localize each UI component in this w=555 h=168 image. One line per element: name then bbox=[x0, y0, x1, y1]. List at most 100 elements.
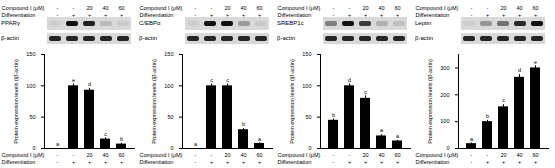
svg-text:+: + bbox=[518, 159, 521, 165]
svg-text:60: 60 bbox=[532, 152, 538, 158]
svg-text:100: 100 bbox=[302, 83, 311, 89]
svg-text:Protein expression levels (/β-: Protein expression levels (/β-actin) bbox=[13, 59, 19, 144]
svg-text:Compound I (μM): Compound I (μM) bbox=[140, 152, 183, 158]
svg-text:-: - bbox=[57, 152, 59, 158]
svg-text:Compound I (μM): Compound I (μM) bbox=[2, 152, 45, 158]
svg-text:-: - bbox=[471, 5, 473, 11]
svg-text:-: - bbox=[73, 152, 75, 158]
svg-text:20: 20 bbox=[500, 152, 506, 158]
svg-text:40: 40 bbox=[240, 152, 246, 158]
svg-text:100: 100 bbox=[164, 83, 173, 89]
svg-text:-: - bbox=[195, 5, 197, 11]
svg-text:c: c bbox=[104, 131, 107, 137]
svg-text:-: - bbox=[349, 152, 351, 158]
svg-text:+: + bbox=[72, 159, 75, 165]
svg-text:Differentiation: Differentiation bbox=[416, 12, 450, 18]
svg-text:20: 20 bbox=[86, 152, 92, 158]
svg-text:Differentiation: Differentiation bbox=[140, 159, 174, 165]
svg-text:-: - bbox=[195, 152, 197, 158]
svg-text:60: 60 bbox=[394, 5, 400, 11]
svg-text:-: - bbox=[471, 159, 473, 165]
svg-text:-: - bbox=[57, 159, 59, 165]
svg-text:40: 40 bbox=[102, 152, 108, 158]
svg-text:c: c bbox=[210, 77, 213, 83]
svg-text:+: + bbox=[242, 159, 245, 165]
svg-text:Compound I (μM): Compound I (μM) bbox=[416, 152, 459, 158]
svg-text:-: - bbox=[333, 159, 335, 165]
svg-text:b: b bbox=[486, 113, 489, 119]
svg-text:d: d bbox=[348, 77, 351, 83]
svg-text:Compound I (μM): Compound I (μM) bbox=[278, 5, 321, 11]
svg-text:+: + bbox=[396, 159, 399, 165]
svg-text:150: 150 bbox=[302, 51, 311, 57]
svg-text:60: 60 bbox=[256, 5, 262, 11]
svg-text:a: a bbox=[470, 136, 474, 142]
svg-text:+: + bbox=[120, 159, 123, 165]
svg-text:c: c bbox=[502, 97, 505, 103]
svg-text:40: 40 bbox=[240, 5, 246, 11]
svg-text:Differentiation: Differentiation bbox=[140, 12, 174, 18]
svg-text:0: 0 bbox=[32, 145, 35, 151]
svg-text:+: + bbox=[380, 159, 383, 165]
svg-text:b: b bbox=[242, 121, 245, 127]
svg-text:20: 20 bbox=[362, 5, 368, 11]
svg-text:Protein expression levels (/β-: Protein expression levels (/β-actin) bbox=[427, 59, 433, 144]
svg-text:Differentiation: Differentiation bbox=[278, 12, 312, 18]
svg-text:60: 60 bbox=[118, 5, 124, 11]
svg-text:+: + bbox=[226, 159, 229, 165]
svg-text:-: - bbox=[73, 5, 75, 11]
svg-text:e: e bbox=[534, 59, 537, 65]
svg-text:d: d bbox=[88, 81, 91, 87]
svg-text:100: 100 bbox=[440, 118, 449, 124]
svg-text:60: 60 bbox=[118, 152, 124, 158]
svg-text:c: c bbox=[364, 89, 367, 95]
svg-text:200: 200 bbox=[440, 92, 449, 98]
svg-text:60: 60 bbox=[394, 152, 400, 158]
svg-text:40: 40 bbox=[516, 5, 522, 11]
svg-text:-: - bbox=[333, 152, 335, 158]
svg-text:-: - bbox=[487, 5, 489, 11]
svg-text:+: + bbox=[348, 159, 351, 165]
svg-text:Differentiation: Differentiation bbox=[416, 159, 450, 165]
svg-text:Compound I (μM): Compound I (μM) bbox=[2, 5, 45, 11]
svg-text:a: a bbox=[56, 141, 60, 147]
svg-text:100: 100 bbox=[26, 83, 35, 89]
svg-text:b: b bbox=[120, 136, 123, 142]
svg-text:20: 20 bbox=[224, 152, 230, 158]
svg-text:-: - bbox=[471, 152, 473, 158]
svg-text:c: c bbox=[226, 77, 229, 83]
svg-text:b: b bbox=[332, 112, 335, 118]
svg-text:Compound I (μM): Compound I (μM) bbox=[278, 152, 321, 158]
svg-text:Differentiation: Differentiation bbox=[2, 159, 36, 165]
svg-text:Protein expression levels (/β-: Protein expression levels (/β-actin) bbox=[289, 59, 295, 144]
svg-text:+: + bbox=[534, 159, 537, 165]
svg-text:a: a bbox=[396, 133, 400, 139]
svg-text:-: - bbox=[57, 5, 59, 11]
svg-text:20: 20 bbox=[362, 152, 368, 158]
svg-text:a: a bbox=[194, 141, 198, 147]
svg-text:+: + bbox=[210, 159, 213, 165]
svg-text:e: e bbox=[72, 77, 75, 83]
svg-text:50: 50 bbox=[167, 114, 173, 120]
svg-text:300: 300 bbox=[440, 65, 449, 71]
svg-text:20: 20 bbox=[224, 5, 230, 11]
svg-text:60: 60 bbox=[256, 152, 262, 158]
svg-text:-: - bbox=[211, 152, 213, 158]
svg-text:20: 20 bbox=[86, 5, 92, 11]
svg-text:60: 60 bbox=[532, 5, 538, 11]
svg-text:-: - bbox=[195, 159, 197, 165]
svg-text:-: - bbox=[333, 5, 335, 11]
svg-text:150: 150 bbox=[164, 51, 173, 57]
svg-text:40: 40 bbox=[102, 5, 108, 11]
svg-text:a: a bbox=[380, 127, 384, 133]
svg-text:20: 20 bbox=[500, 5, 506, 11]
svg-text:150: 150 bbox=[26, 51, 35, 57]
svg-text:+: + bbox=[258, 159, 261, 165]
svg-text:d: d bbox=[518, 67, 521, 73]
svg-text:a: a bbox=[258, 136, 262, 142]
svg-text:40: 40 bbox=[378, 5, 384, 11]
svg-text:+: + bbox=[502, 159, 505, 165]
svg-text:-: - bbox=[487, 152, 489, 158]
svg-text:Differentiation: Differentiation bbox=[2, 12, 36, 18]
svg-text:Differentiation: Differentiation bbox=[278, 159, 312, 165]
